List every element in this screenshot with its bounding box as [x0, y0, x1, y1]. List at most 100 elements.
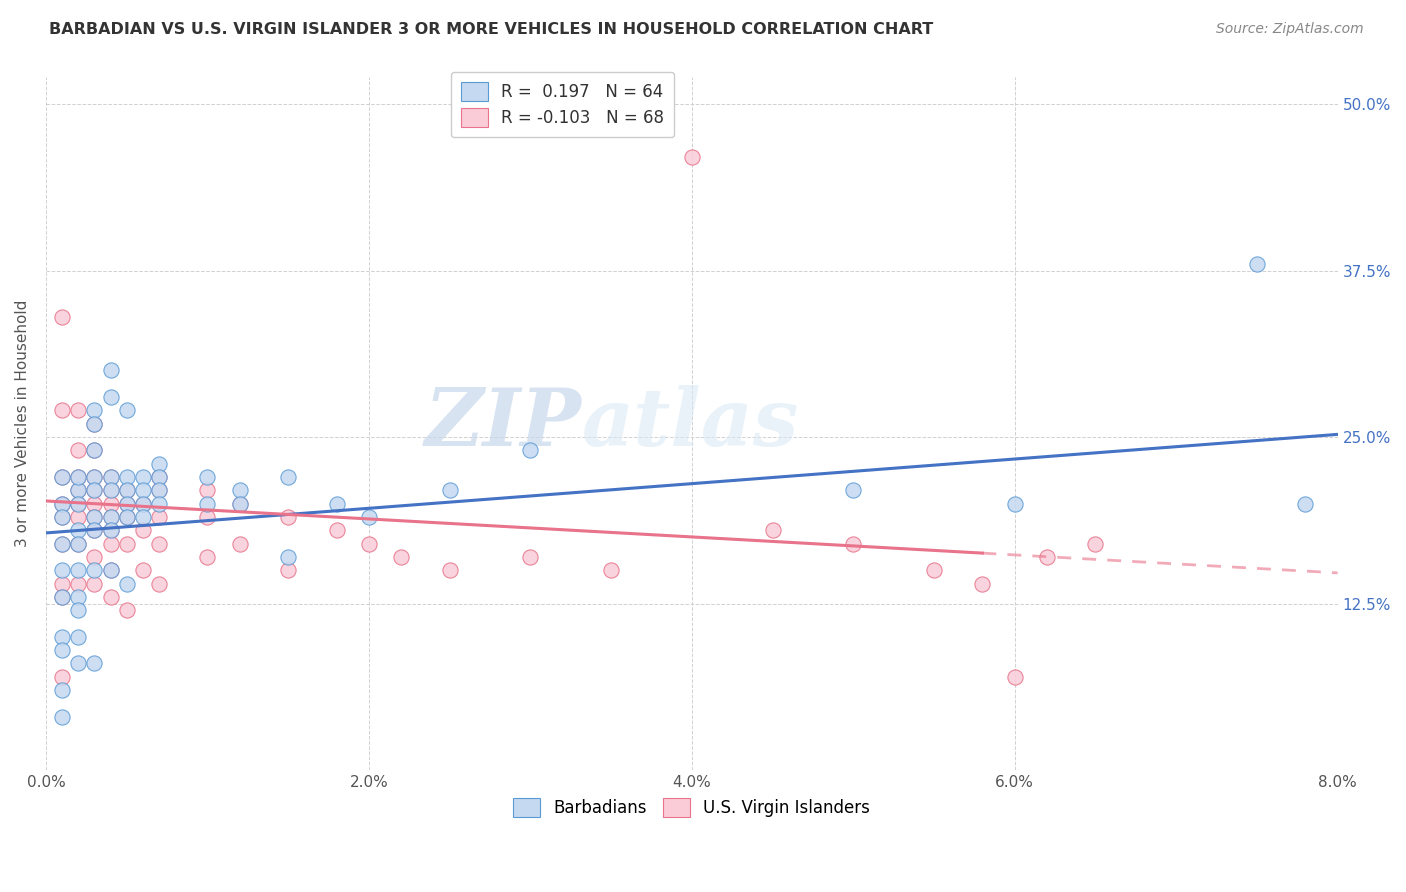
Point [100, 510, 122, 524]
Point [83, 470, 105, 484]
Point [83, 417, 105, 431]
Point [51, 497, 73, 511]
Point [83, 483, 105, 498]
Point [277, 563, 299, 577]
Point [67, 403, 90, 417]
Point [83, 443, 105, 458]
Point [51, 683, 73, 698]
Point [228, 497, 250, 511]
Point [761, 523, 783, 537]
Point [325, 523, 347, 537]
Point [100, 590, 122, 604]
Point [83, 470, 105, 484]
Point [115, 497, 138, 511]
Point [439, 563, 461, 577]
Point [67, 536, 90, 550]
Point [83, 483, 105, 498]
Point [1246, 257, 1268, 271]
Point [148, 536, 170, 550]
Point [67, 576, 90, 591]
Point [277, 549, 299, 564]
Point [100, 470, 122, 484]
Point [1084, 536, 1107, 550]
Point [100, 390, 122, 404]
Point [83, 563, 105, 577]
Point [115, 483, 138, 498]
Legend: Barbadians, U.S. Virgin Islanders: Barbadians, U.S. Virgin Islanders [506, 791, 877, 824]
Point [51, 470, 73, 484]
Point [51, 643, 73, 657]
Point [357, 536, 380, 550]
Point [83, 497, 105, 511]
Point [132, 483, 155, 498]
Text: BARBADIAN VS U.S. VIRGIN ISLANDER 3 OR MORE VEHICLES IN HOUSEHOLD CORRELATION CH: BARBADIAN VS U.S. VIRGIN ISLANDER 3 OR M… [49, 22, 934, 37]
Point [100, 563, 122, 577]
Point [132, 510, 155, 524]
Point [67, 470, 90, 484]
Point [67, 483, 90, 498]
Point [115, 603, 138, 617]
Text: atlas: atlas [582, 385, 800, 462]
Point [51, 590, 73, 604]
Point [148, 470, 170, 484]
Point [83, 576, 105, 591]
Point [439, 483, 461, 498]
Point [132, 470, 155, 484]
Point [148, 510, 170, 524]
Point [681, 150, 703, 164]
Point [67, 536, 90, 550]
Point [83, 549, 105, 564]
Point [600, 563, 623, 577]
Point [228, 536, 250, 550]
Point [67, 523, 90, 537]
Point [83, 510, 105, 524]
Point [100, 470, 122, 484]
Point [67, 497, 90, 511]
Point [100, 563, 122, 577]
Point [148, 457, 170, 471]
Point [67, 657, 90, 671]
Point [51, 670, 73, 684]
Point [83, 417, 105, 431]
Point [67, 590, 90, 604]
Point [115, 576, 138, 591]
Point [51, 563, 73, 577]
Point [325, 497, 347, 511]
Point [67, 483, 90, 498]
Point [51, 576, 73, 591]
Point [51, 403, 73, 417]
Point [67, 630, 90, 644]
Point [519, 549, 541, 564]
Point [51, 497, 73, 511]
Point [51, 710, 73, 724]
Point [1294, 497, 1316, 511]
Point [389, 549, 412, 564]
Point [228, 483, 250, 498]
Point [100, 483, 122, 498]
Point [67, 497, 90, 511]
Point [1004, 497, 1026, 511]
Point [100, 497, 122, 511]
Point [115, 497, 138, 511]
Point [132, 497, 155, 511]
Point [842, 536, 865, 550]
Point [51, 536, 73, 550]
Point [83, 510, 105, 524]
Point [115, 483, 138, 498]
Point [132, 497, 155, 511]
Point [83, 443, 105, 458]
Point [1036, 549, 1059, 564]
Point [277, 510, 299, 524]
Point [197, 470, 219, 484]
Point [148, 576, 170, 591]
Point [100, 523, 122, 537]
Point [51, 310, 73, 325]
Point [132, 563, 155, 577]
Text: ZIP: ZIP [425, 385, 582, 462]
Point [83, 523, 105, 537]
Point [51, 470, 73, 484]
Point [67, 470, 90, 484]
Point [115, 510, 138, 524]
Point [100, 510, 122, 524]
Y-axis label: 3 or more Vehicles in Household: 3 or more Vehicles in Household [15, 300, 30, 548]
